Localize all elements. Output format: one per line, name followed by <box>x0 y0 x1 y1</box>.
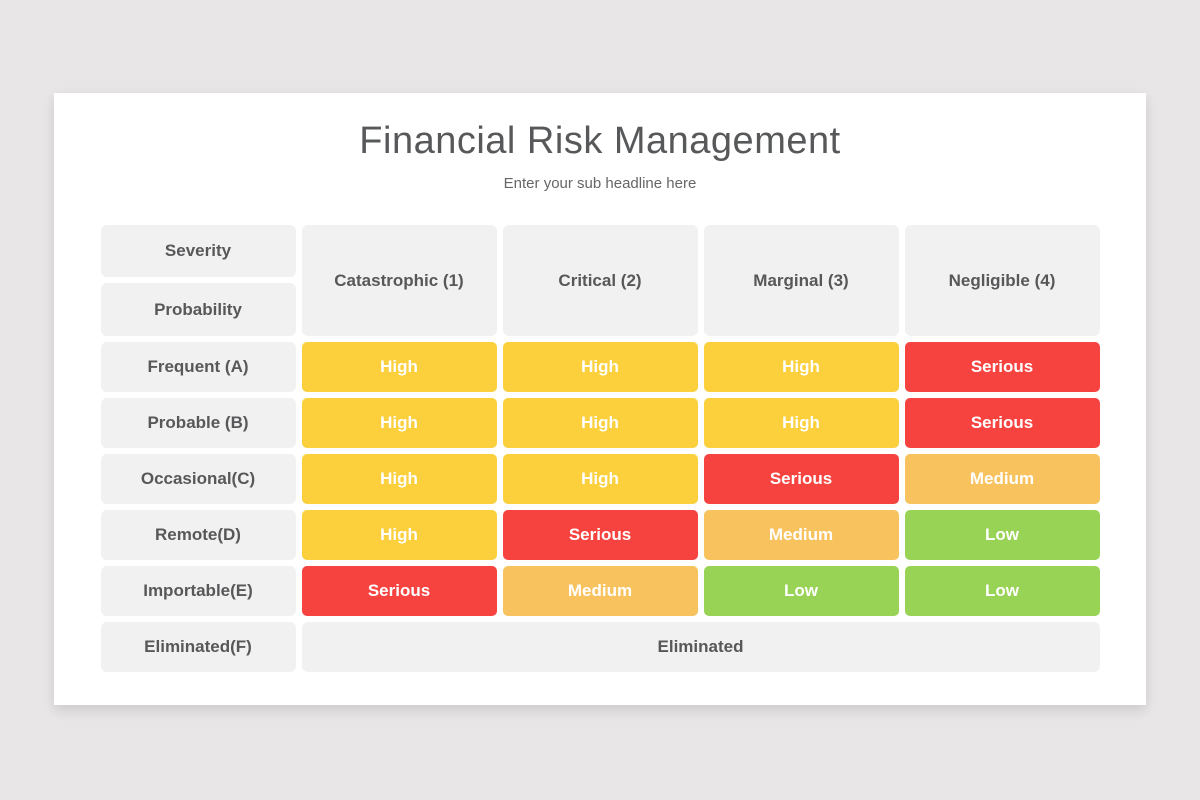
risk-cell-high: High <box>502 342 698 392</box>
risk-cell-low: Low <box>703 566 899 616</box>
risk-cell-high: High <box>502 398 698 448</box>
risk-cell-high: High <box>301 398 497 448</box>
column-header: Critical (2) <box>502 225 698 336</box>
risk-cell-serious: Serious <box>301 566 497 616</box>
page-subtitle: Enter your sub headline here <box>503 175 697 192</box>
risk-cell-high: High <box>703 342 899 392</box>
risk-cell-low: Low <box>904 510 1100 560</box>
risk-cell-high: High <box>301 342 497 392</box>
risk-cell-serious: Serious <box>904 342 1100 392</box>
eliminated-span-cell: Eliminated <box>301 622 1100 672</box>
risk-cell-high: High <box>502 454 698 504</box>
risk-cell-serious: Serious <box>703 454 899 504</box>
severity-header-cell: Severity <box>100 225 296 277</box>
risk-cell-serious: Serious <box>904 398 1100 448</box>
risk-cell-high: High <box>703 398 899 448</box>
row-label: Frequent (A) <box>100 342 296 392</box>
risk-cell-serious: Serious <box>502 510 698 560</box>
column-header: Marginal (3) <box>703 225 899 336</box>
row-label: Occasional(C) <box>100 454 296 504</box>
risk-cell-low: Low <box>904 566 1100 616</box>
page-title: Financial Risk Management <box>359 120 841 162</box>
column-header: Negligible (4) <box>904 225 1100 336</box>
risk-matrix: Severity Probability Catastrophic (1) Cri… <box>100 225 1100 672</box>
risk-cell-high: High <box>301 510 497 560</box>
column-header: Catastrophic (1) <box>301 225 497 336</box>
risk-cell-medium: Medium <box>502 566 698 616</box>
row-label: Remote(D) <box>100 510 296 560</box>
risk-cell-high: High <box>301 454 497 504</box>
row-label-eliminated: Eliminated(F) <box>100 622 296 672</box>
risk-cell-medium: Medium <box>703 510 899 560</box>
risk-cell-medium: Medium <box>904 454 1100 504</box>
probability-header-cell: Probability <box>100 283 296 336</box>
slide-card: Financial Risk Management Enter your sub… <box>54 93 1146 705</box>
row-label: Probable (B) <box>100 398 296 448</box>
row-label: Importable(E) <box>100 566 296 616</box>
